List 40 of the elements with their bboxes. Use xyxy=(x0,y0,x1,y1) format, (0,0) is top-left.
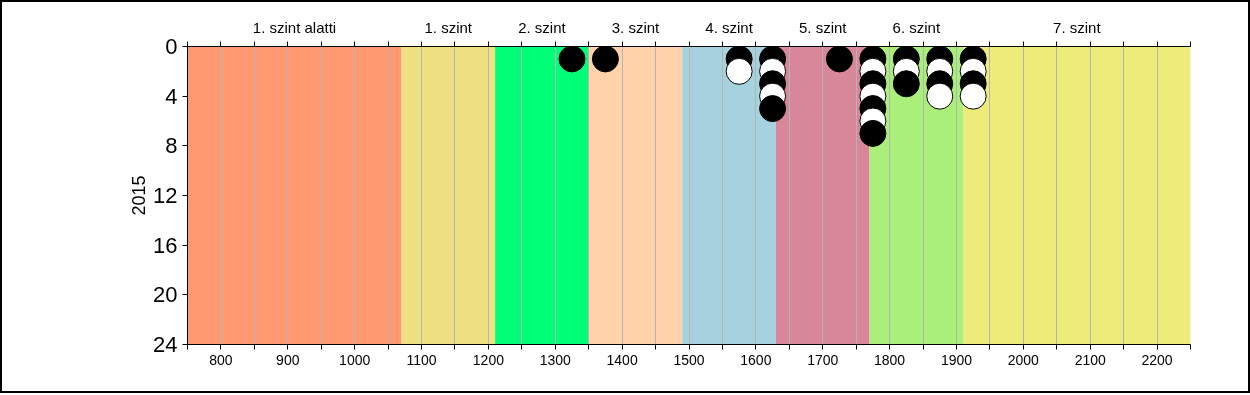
band-label: 3. szint xyxy=(611,18,661,36)
point xyxy=(825,46,853,73)
y-tick-label: 24 xyxy=(153,332,178,357)
y-tick-label: 20 xyxy=(153,282,178,308)
band-label: 1. szint xyxy=(424,18,473,36)
point xyxy=(959,82,987,110)
point xyxy=(558,46,586,73)
band-label: 7. szint xyxy=(1053,18,1102,36)
x-tick-label: 2200 xyxy=(1141,351,1173,368)
y-tick-label: 8 xyxy=(165,133,178,159)
y-tick-label: 12 xyxy=(153,183,178,208)
x-tick-label: 1400 xyxy=(606,351,638,368)
band-label: 6. szint xyxy=(892,18,941,36)
x-tick-label: 900 xyxy=(276,351,300,368)
point xyxy=(759,95,787,123)
x-tick-label: 2100 xyxy=(1074,351,1106,368)
point xyxy=(591,46,619,73)
x-tick-label: 2000 xyxy=(1007,351,1040,368)
y-tick-label: 16 xyxy=(153,232,178,258)
point xyxy=(859,119,887,147)
x-tick-label: 800 xyxy=(209,351,233,368)
x-tick-label: 1000 xyxy=(339,351,371,368)
x-tick-label: 1500 xyxy=(673,351,705,368)
x-tick-label: 1800 xyxy=(874,351,906,368)
point xyxy=(892,70,920,98)
band-label: 1. szint alatti xyxy=(252,18,337,36)
y-tick-label: 0 xyxy=(165,34,178,59)
x-tick-label: 1200 xyxy=(472,351,505,368)
band-label: 2. szint xyxy=(518,18,567,36)
y-tick-label: 4 xyxy=(165,83,178,109)
x-tick-label: 1300 xyxy=(539,351,572,368)
y-axis-title: 2015 xyxy=(129,175,150,216)
point xyxy=(725,57,753,85)
x-tick-label: 1900 xyxy=(940,351,973,368)
x-tick-label: 1700 xyxy=(807,351,839,368)
band-label: 5. szint xyxy=(798,18,848,36)
x-tick-label: 1600 xyxy=(740,351,772,368)
x-tick-label: 1100 xyxy=(406,351,437,368)
band-label: 4. szint xyxy=(705,18,754,36)
point xyxy=(926,82,954,110)
